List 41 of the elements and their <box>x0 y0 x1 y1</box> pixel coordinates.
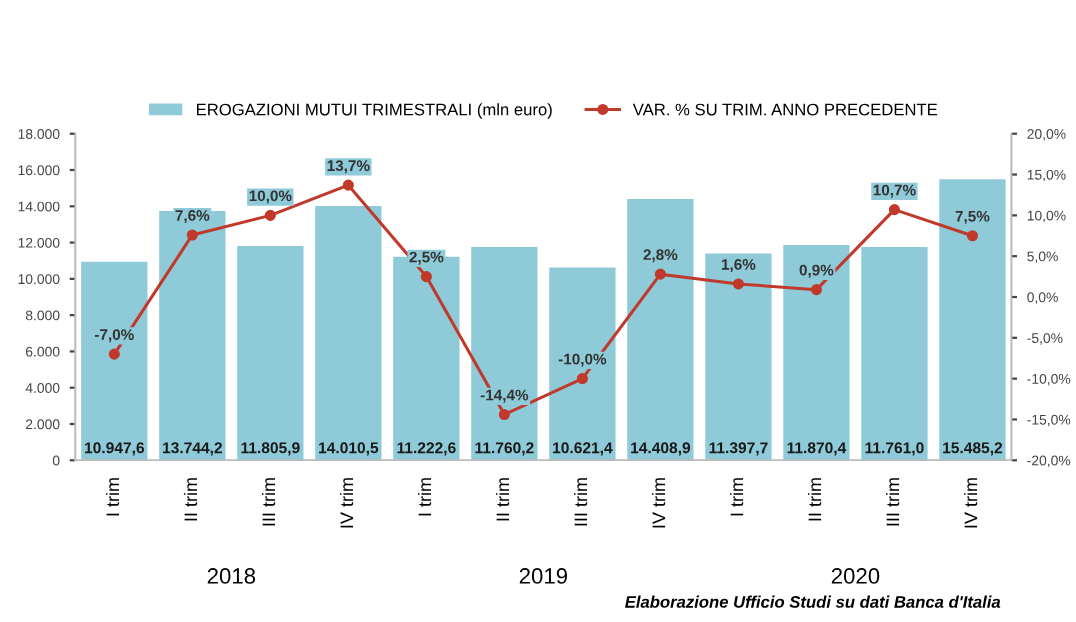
bar <box>471 246 538 461</box>
point <box>420 271 432 283</box>
bar <box>705 253 772 461</box>
text: 2019 <box>519 568 568 584</box>
bar <box>81 261 148 461</box>
point <box>186 229 198 241</box>
point <box>264 209 276 221</box>
legend-label: EROGAZIONI MUTUI TRIMESTRALI (mln euro) <box>197 103 552 119</box>
x-tick-label: II trim <box>495 478 510 521</box>
bar <box>159 210 226 461</box>
bar <box>939 179 1006 461</box>
legend-label: VAR. % SU TRIM. ANNO PRECEDENTE <box>632 103 938 116</box>
bar <box>627 198 694 461</box>
point <box>576 373 588 385</box>
x-tick-label: III trim <box>886 478 900 526</box>
x-tick-label: IV trim <box>964 478 978 528</box>
bar <box>237 246 304 461</box>
point <box>966 230 978 242</box>
point <box>888 204 900 216</box>
x-tick-label: I trim <box>729 478 744 516</box>
x-tick-label: I trim <box>417 478 432 516</box>
point <box>732 278 744 290</box>
point <box>498 409 510 421</box>
text: 2018 <box>207 568 256 584</box>
x-tick-label: III trim <box>573 478 588 526</box>
x-tick-label: IV trim <box>339 478 354 528</box>
text: Elaborazione Ufficio Studi su dati Banca d'Italia <box>625 595 1001 608</box>
point <box>654 268 666 280</box>
point <box>108 348 120 360</box>
x-tick-label: IV trim <box>651 478 666 528</box>
bar <box>315 206 382 461</box>
bar <box>783 244 850 461</box>
text: 2020 <box>831 568 880 584</box>
x-tick-label: II trim <box>808 478 822 521</box>
x-tick-label: III trim <box>261 478 276 526</box>
x-tick-label: II trim <box>183 478 198 521</box>
bar <box>861 246 928 461</box>
point <box>342 179 354 191</box>
bar <box>549 267 616 461</box>
point <box>810 284 822 296</box>
x-tick-label: I trim <box>105 478 120 516</box>
